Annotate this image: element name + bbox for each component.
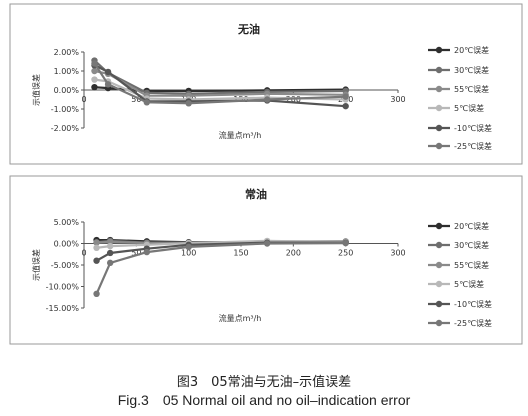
x-tick-label: 300 (390, 249, 405, 258)
data-point (93, 239, 100, 246)
legend-swatch-marker (435, 241, 443, 249)
legend-entry: 20℃误差 (428, 221, 489, 231)
legend-swatch-marker (435, 124, 443, 132)
legend-entry: 5℃误差 (428, 103, 484, 113)
data-point (93, 290, 100, 298)
legend-entry: -25℃误差 (428, 141, 492, 151)
data-point (104, 81, 112, 88)
data-point (342, 93, 349, 100)
legend-swatch-marker (435, 261, 443, 269)
legend-swatch-marker (435, 142, 443, 150)
legend-swatch-marker (435, 66, 443, 74)
legend-swatch-marker (435, 280, 443, 288)
data-point (91, 83, 98, 91)
y-tick-label: -10.00% (46, 283, 80, 292)
x-tick-label: 50 (131, 249, 141, 258)
x-tick-label: 50 (131, 95, 141, 104)
legend-entry: 20℃误差 (428, 45, 489, 55)
legend-entry: -10℃误差 (428, 299, 492, 309)
data-point (106, 259, 114, 267)
data-point (93, 244, 100, 251)
y-tick-label: 0.00% (54, 240, 80, 249)
legend-swatch-marker (435, 222, 443, 230)
y-tick-label: -1.00% (51, 105, 80, 114)
data-point (342, 102, 349, 110)
caption-english: Fig.3 05 Normal oil and no oil–indicatio… (117, 392, 411, 408)
data-point (106, 242, 114, 250)
data-point (185, 100, 192, 107)
legend-label: -10℃误差 (454, 123, 492, 133)
legend-label: 20℃误差 (454, 221, 489, 231)
x-tick-label: 150 (233, 95, 248, 104)
caption-chinese: 图3 05常油与无油–示值误差 (176, 375, 352, 390)
chart-1: 无油2.00%1.00%0.00%-1.00%-2.00%05010015020… (9, 3, 523, 165)
chart-frame (9, 3, 523, 165)
legend-label: 55℃误差 (454, 84, 489, 94)
legend-entry: 30℃误差 (428, 65, 489, 75)
legend-swatch-marker (435, 85, 443, 93)
series-line (93, 62, 346, 105)
x-tick-label: 300 (390, 95, 405, 104)
data-point (143, 248, 150, 256)
data-point (143, 99, 150, 106)
y-axis-label: 示值误差 (31, 74, 41, 106)
y-tick-label: 5.00% (54, 218, 80, 227)
legend-label: 55℃误差 (454, 260, 489, 270)
data-point (93, 257, 100, 264)
chart-frame (9, 175, 523, 345)
x-axis-label: 流量点m³/h (219, 130, 262, 140)
y-tick-label: -15.00% (46, 304, 80, 313)
legend-entry: -25℃误差 (428, 318, 492, 328)
y-tick-label: 0.00% (54, 86, 80, 95)
legend-swatch-marker (435, 319, 443, 327)
data-point (263, 96, 271, 103)
x-axis-label: 流量点m³/h (219, 313, 262, 323)
legend-entry: 55℃误差 (428, 84, 489, 94)
legend-entry: 55℃误差 (428, 260, 489, 270)
chart-title: 常油 (245, 187, 267, 201)
legend-swatch-marker (435, 300, 443, 308)
chart-title: 无油 (237, 22, 260, 36)
series-line (95, 242, 346, 295)
legend-entry: -10℃误差 (428, 123, 492, 133)
legend-entry: 30℃误差 (428, 240, 489, 250)
data-point (185, 243, 192, 251)
x-tick-label: 0 (81, 249, 86, 258)
y-tick-label: 1.00% (54, 67, 80, 76)
legend-label: 5℃误差 (454, 103, 484, 113)
data-point (91, 67, 98, 75)
legend-label: 5℃误差 (454, 279, 484, 289)
y-tick-label: 2.00% (54, 48, 80, 57)
y-tick-label: -5.00% (51, 261, 80, 270)
x-tick-label: 150 (233, 249, 248, 258)
data-point (263, 240, 271, 247)
y-axis-label: 示值误差 (31, 249, 41, 281)
data-point (91, 60, 98, 67)
legend-label: 30℃误差 (454, 65, 489, 75)
legend-swatch-marker (435, 46, 443, 54)
data-point (342, 239, 349, 247)
legend-label: 20℃误差 (454, 45, 489, 55)
series-6 (93, 239, 349, 298)
series-6 (91, 60, 349, 107)
legend-swatch-marker (435, 104, 443, 112)
data-point (91, 76, 98, 83)
data-point (104, 68, 112, 76)
data-point (106, 249, 114, 257)
legend-label: 30℃误差 (454, 240, 489, 250)
chart-2: 常油 5.00% 0.00% -5.00% -10.00% -15.00% 0 50 100 15… (9, 175, 523, 345)
x-tick-label: 0 (81, 95, 86, 104)
x-tick-label: 100 (181, 249, 196, 258)
x-tick-label: 200 (286, 249, 301, 258)
legend-entry: 5℃误差 (428, 279, 484, 289)
legend-label: -25℃误差 (454, 318, 492, 328)
y-tick-label: -2.00% (51, 124, 80, 133)
legend-label: -25℃误差 (454, 141, 492, 151)
legend-label: -10℃误差 (454, 299, 492, 309)
x-tick-label: 250 (338, 249, 353, 258)
